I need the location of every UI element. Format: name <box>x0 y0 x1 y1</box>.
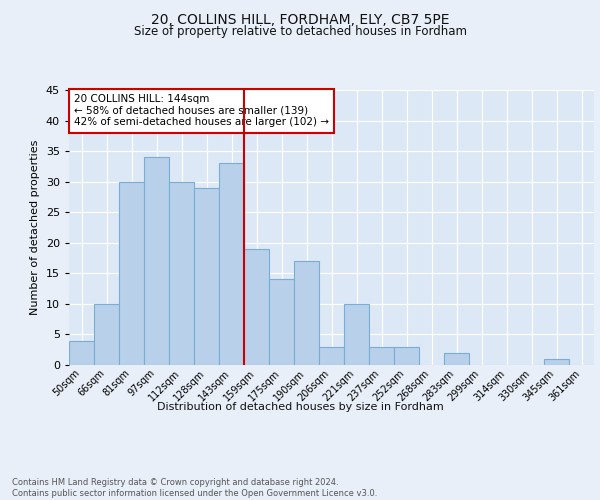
Bar <box>319 346 344 365</box>
Bar <box>369 346 394 365</box>
Text: 20 COLLINS HILL: 144sqm
← 58% of detached houses are smaller (139)
42% of semi-d: 20 COLLINS HILL: 144sqm ← 58% of detache… <box>74 94 329 128</box>
Bar <box>244 249 269 365</box>
Text: Size of property relative to detached houses in Fordham: Size of property relative to detached ho… <box>133 25 467 38</box>
Bar <box>169 182 194 365</box>
Bar <box>294 261 319 365</box>
Bar <box>444 353 469 365</box>
Bar <box>344 304 369 365</box>
Bar <box>69 340 94 365</box>
Bar <box>219 164 244 365</box>
Text: Contains HM Land Registry data © Crown copyright and database right 2024.
Contai: Contains HM Land Registry data © Crown c… <box>12 478 377 498</box>
Bar <box>94 304 119 365</box>
Bar <box>194 188 219 365</box>
Text: Distribution of detached houses by size in Fordham: Distribution of detached houses by size … <box>157 402 443 412</box>
Y-axis label: Number of detached properties: Number of detached properties <box>30 140 40 315</box>
Bar <box>119 182 144 365</box>
Bar <box>544 359 569 365</box>
Bar <box>394 346 419 365</box>
Bar <box>144 157 169 365</box>
Bar <box>269 280 294 365</box>
Text: 20, COLLINS HILL, FORDHAM, ELY, CB7 5PE: 20, COLLINS HILL, FORDHAM, ELY, CB7 5PE <box>151 12 449 26</box>
